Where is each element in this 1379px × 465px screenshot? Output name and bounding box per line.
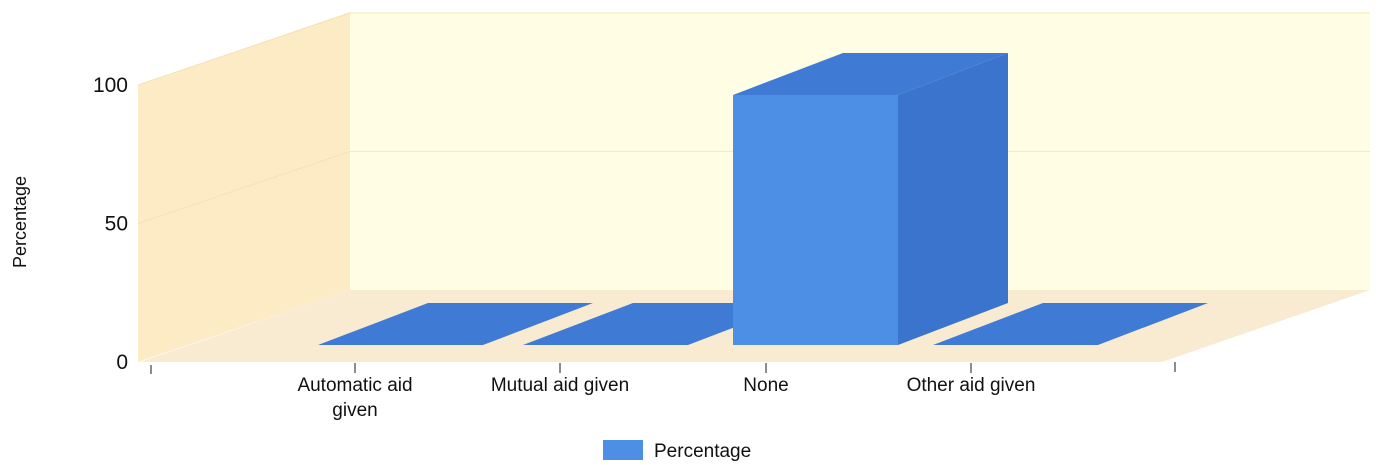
- bar-side: [898, 53, 1008, 345]
- x-tick-label: Mutual aid given: [491, 375, 629, 396]
- y-axis-title: Percentage: [10, 176, 30, 268]
- x-axis-ticks: Automatic aid given Mutual aid given None Ot…: [150, 362, 1176, 421]
- y-tick-label: 50: [105, 213, 128, 236]
- legend: Percentage: [603, 440, 751, 462]
- x-tick-label: Automatic aid: [297, 375, 412, 396]
- gridline-side: [137, 12, 351, 86]
- bar: [933, 303, 1208, 345]
- bar-top: [523, 303, 798, 345]
- legend-label: Percentage: [654, 441, 751, 462]
- bar: [523, 303, 798, 345]
- bar-top: [733, 53, 1008, 95]
- y-tick-label: 100: [93, 74, 128, 97]
- bar: [318, 303, 593, 345]
- bar-front: [733, 95, 898, 345]
- x-tick-label: given: [332, 400, 377, 421]
- bar: [733, 53, 1008, 345]
- gridline-side: [137, 151, 351, 224]
- y-axis-ticks: 0 50 100: [93, 74, 128, 374]
- bar-top: [933, 303, 1208, 345]
- x-tick-label: None: [743, 375, 788, 396]
- bar-top: [318, 303, 593, 345]
- y-tick-label: 0: [116, 351, 128, 374]
- legend-swatch: [603, 440, 643, 460]
- bars: [318, 53, 1208, 345]
- x-tick-label: Other aid given: [907, 375, 1036, 396]
